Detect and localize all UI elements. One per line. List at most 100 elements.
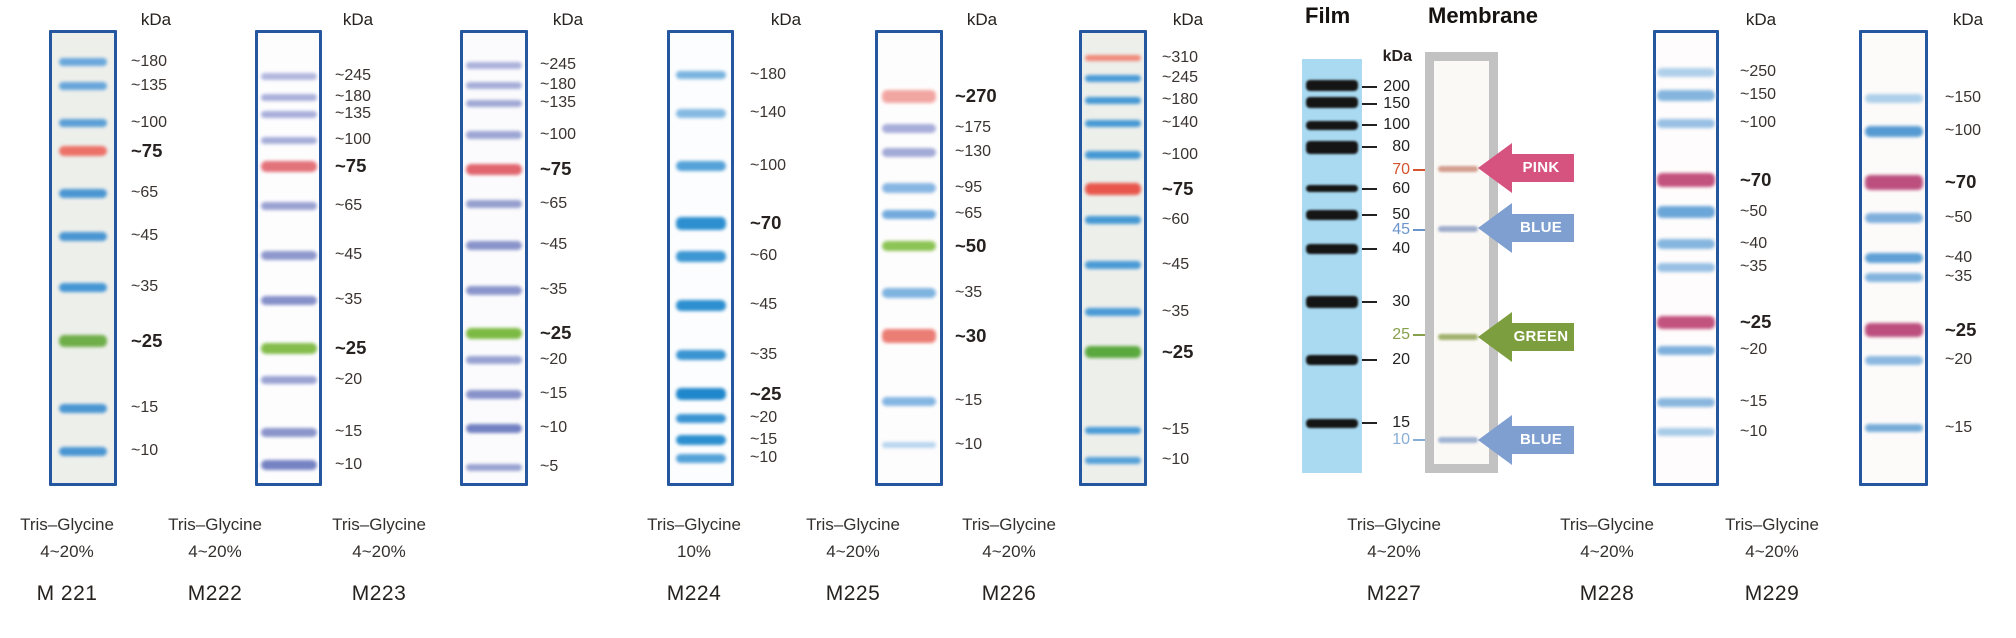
band-m229-100 (1864, 125, 1923, 137)
band-m222-20 (260, 376, 317, 384)
band-m228-40 (1657, 239, 1715, 249)
band-m223-75 (466, 163, 522, 175)
gel-lane-m225 (875, 30, 943, 486)
gel-type-line1: Tris–Glycine (332, 515, 426, 534)
band-label-m226-25: ~25 (1162, 341, 1194, 362)
band-m225-175 (882, 123, 936, 133)
band-m226-245 (1085, 74, 1141, 82)
band-m225-270 (882, 89, 936, 103)
kda-unit-label: kDa (140, 10, 172, 29)
band-label-m223-5: ~5 (540, 458, 559, 475)
band-m229-35 (1864, 272, 1923, 282)
membrane-band (1438, 226, 1478, 232)
membrane-strip (1425, 52, 1498, 473)
band-m226-10 (1085, 456, 1141, 464)
gel-type-line1: Tris–Glycine (962, 515, 1056, 534)
band-label-m223-100: ~100 (540, 126, 577, 143)
arrow-label-blue: BLUE (1519, 219, 1563, 236)
scale-tick-45 (1413, 229, 1433, 231)
band-label-m223-35: ~35 (540, 281, 568, 298)
lane-name-label: M224 (666, 582, 722, 605)
lane-name-label: M223 (351, 582, 407, 605)
band-m222-180 (260, 93, 317, 101)
arrow-label-green: GREEN (1513, 328, 1569, 345)
band-label-m226-60: ~60 (1162, 211, 1190, 228)
band-m221-35 (59, 282, 107, 292)
band-label-m225-270: ~270 (955, 85, 997, 106)
band-m225-50 (882, 241, 936, 251)
band-label-m222-10: ~10 (335, 456, 363, 473)
gel-lane-m228 (1653, 30, 1719, 486)
band-label-m226-180: ~180 (1162, 91, 1199, 108)
film-band (1306, 355, 1358, 365)
band-m228-35 (1657, 262, 1715, 272)
band-label-m221-25: ~25 (131, 330, 163, 351)
scale-value-15: 15 (1392, 414, 1410, 431)
scale-value-80: 80 (1392, 138, 1410, 155)
lane-name-label: M225 (825, 582, 881, 605)
scale-value-50: 50 (1392, 206, 1410, 223)
band-label-m228-50: ~50 (1740, 203, 1768, 220)
band-label-m226-15: ~15 (1162, 421, 1190, 438)
scale-value-60: 60 (1392, 180, 1410, 197)
band-m226-45 (1085, 261, 1141, 269)
gel-type-line2: 4~20% (1367, 542, 1421, 561)
lane-name-label: M228 (1579, 582, 1635, 605)
film-band (1306, 296, 1358, 308)
band-label-m225-30: ~30 (955, 325, 987, 346)
band-m223-65 (466, 200, 522, 208)
band-label-m226-45: ~45 (1162, 256, 1190, 273)
gel-type-line2: 4~20% (826, 542, 880, 561)
band-label-m225-95: ~95 (955, 179, 983, 196)
band-label-m223-180: ~180 (540, 76, 577, 93)
arrow-head-blue (1478, 415, 1512, 465)
band-m223-45 (466, 240, 522, 250)
band-m221-75 (59, 146, 107, 156)
band-m229-15 (1864, 424, 1923, 432)
band-m228-15 (1657, 397, 1715, 407)
band-m224-100 (675, 161, 726, 171)
band-label-m222-65: ~65 (335, 197, 363, 214)
band-label-m223-245: ~245 (540, 56, 577, 73)
band-label-m228-70: ~70 (1740, 169, 1772, 190)
band-m223-245 (466, 61, 522, 69)
band-label-m228-10: ~10 (1740, 423, 1768, 440)
band-label-m223-15: ~15 (540, 385, 568, 402)
scale-value-70: 70 (1392, 161, 1410, 178)
gel-type-line2: 4~20% (188, 542, 242, 561)
band-label-m225-35: ~35 (955, 284, 983, 301)
band-label-m223-135: ~135 (540, 94, 577, 111)
film-band (1306, 244, 1358, 254)
film-band (1306, 79, 1358, 91)
band-label-m224-10: ~10 (750, 449, 778, 466)
band-label-m222-75: ~75 (335, 155, 367, 176)
band-m229-25 (1864, 323, 1923, 337)
band-m221-15 (59, 403, 107, 413)
band-label-m222-135: ~135 (335, 105, 372, 122)
band-m223-25 (466, 327, 522, 339)
arrow-body-blue (1512, 426, 1574, 454)
kda-unit-label: kDa (1745, 10, 1777, 29)
band-label-m223-75: ~75 (540, 158, 572, 179)
band-label-m228-25: ~25 (1740, 311, 1772, 332)
band-label-m228-35: ~35 (1740, 258, 1768, 275)
band-m229-20 (1864, 355, 1923, 365)
band-m223-10 (466, 423, 522, 433)
band-label-m226-75: ~75 (1162, 178, 1194, 199)
band-label-m222-45: ~45 (335, 246, 363, 263)
band-label-m221-180: ~180 (131, 53, 168, 70)
band-m224-20 (675, 413, 726, 423)
band-label-m221-35: ~35 (131, 278, 159, 295)
band-m222-45 (260, 250, 317, 260)
scale-tick-100 (1362, 124, 1377, 126)
gel-type-line2: 4~20% (1745, 542, 1799, 561)
band-label-m224-70: ~70 (750, 212, 782, 233)
gel-type-line2: 4~20% (40, 542, 94, 561)
band-m225-35 (882, 288, 936, 298)
arrow-head-blue (1478, 203, 1512, 253)
